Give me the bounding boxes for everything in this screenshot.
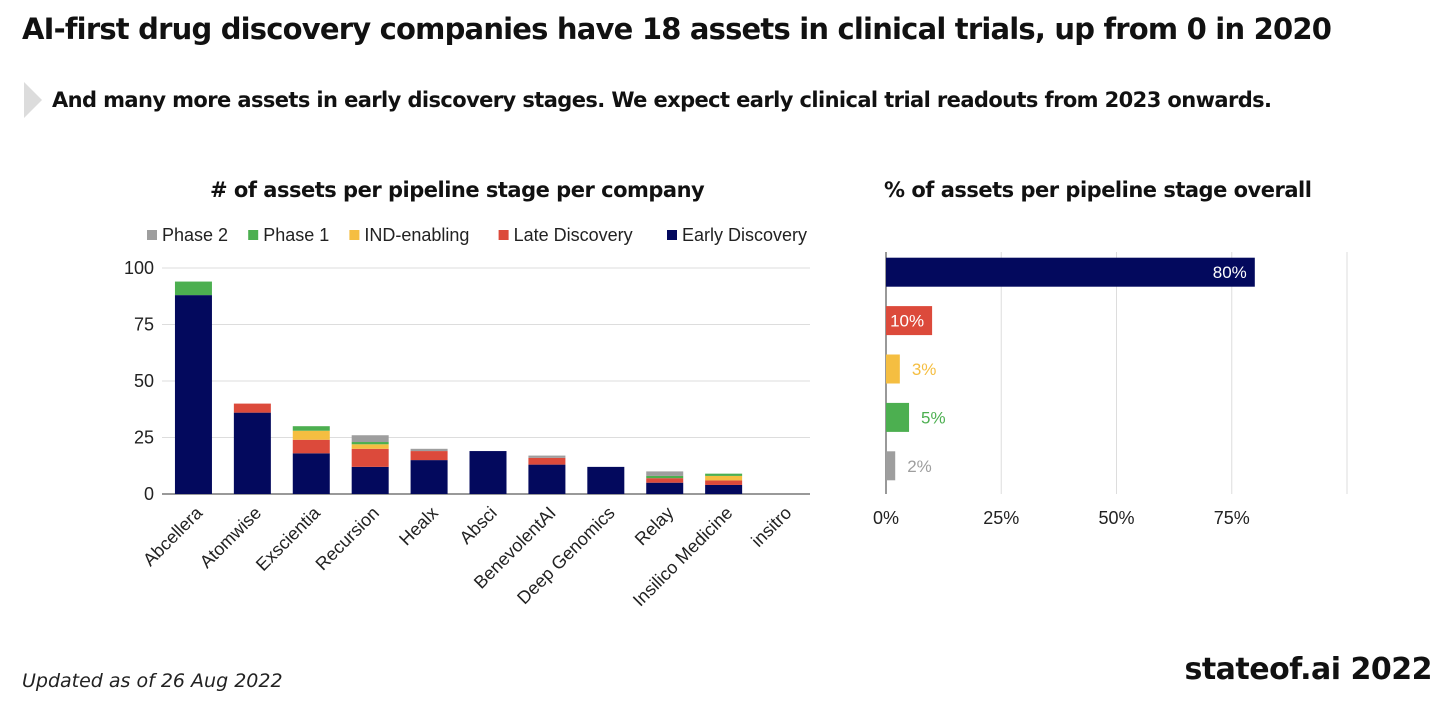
legend-label: IND-enabling — [364, 225, 469, 245]
left-x-tick-label: Exscientia — [252, 502, 325, 575]
stacked-bar-segment — [233, 403, 271, 413]
stacked-bar-segment — [705, 484, 743, 494]
percent-data-label: 10% — [890, 312, 924, 331]
page-subheadline: And many more assets in early discovery … — [24, 82, 1272, 118]
stacked-bar-segment — [410, 448, 448, 452]
legend-label: Late Discovery — [514, 225, 633, 245]
stacked-bar-segment — [410, 451, 448, 461]
horizontal-bar-chart: 0% 25% 50% 75% 80% 10% 3% 5% 2% — [873, 252, 1348, 528]
legend-label: Early Discovery — [682, 225, 807, 245]
stacked-bar-segment — [646, 478, 684, 483]
brand-label: stateof.ai 2022 — [1184, 652, 1432, 687]
stacked-bar-segment — [646, 475, 684, 479]
legend-swatch — [248, 230, 259, 240]
stacked-bar-segment — [587, 466, 625, 494]
left-x-tick-label: Recursion — [312, 503, 383, 574]
left-y-tick-label: 100 — [124, 258, 154, 278]
stacked-bar-segment — [292, 430, 330, 440]
stacked-bar-segment — [705, 475, 743, 481]
stacked-bar-segment — [646, 471, 684, 476]
left-y-tick-label: 25 — [134, 428, 154, 448]
stacked-bar-segment — [351, 435, 389, 443]
stacked-chart-title: # of assets per pipeline stage per compa… — [210, 178, 705, 202]
percent-data-label: 3% — [912, 360, 937, 379]
percent-bar — [886, 257, 1255, 287]
stacked-bar-segment — [174, 295, 212, 494]
percent-bar — [886, 306, 933, 336]
right-x-tick-label: 75% — [1214, 508, 1250, 528]
stacked-bar-segment — [646, 482, 684, 494]
right-x-tick-label: 0% — [873, 508, 899, 528]
right-x-tick-label: 50% — [1098, 508, 1134, 528]
left-x-tick-label: Absci — [456, 503, 501, 548]
left-x-tick-label: Insilico Medicine — [629, 503, 737, 611]
left-x-tick-label: insitro — [747, 503, 795, 551]
page-headline: AI-first drug discovery companies have 1… — [22, 12, 1332, 46]
stacked-bar-segment — [351, 444, 389, 449]
stacked-bar-segment — [528, 455, 566, 458]
left-y-tick-label: 0 — [144, 484, 154, 504]
left-y-tick-label: 75 — [134, 315, 154, 335]
percent-bar — [886, 402, 910, 432]
legend-label: Phase 2 — [162, 225, 228, 245]
legend-swatch — [349, 230, 360, 240]
legend-swatch — [147, 230, 157, 240]
legend-swatch — [498, 230, 509, 240]
left-x-tick-label: Healx — [395, 503, 442, 550]
legend-label: Phase 1 — [263, 225, 329, 245]
percent-data-label: 5% — [921, 408, 946, 427]
percent-data-label: 80% — [1213, 263, 1247, 282]
stacked-bar-segment — [528, 464, 566, 494]
right-x-tick-label: 25% — [983, 508, 1019, 528]
left-x-tick-label: Relay — [631, 503, 678, 550]
stacked-bar-segment — [528, 457, 566, 465]
percent-bar — [886, 451, 896, 481]
stacked-bar-segment — [233, 412, 271, 494]
legend-swatch — [667, 230, 677, 240]
stacked-bar-segment — [292, 426, 330, 431]
stacked-bar-segment — [705, 480, 743, 485]
stacked-bar-segment — [174, 281, 212, 296]
stacked-bar-segment — [410, 460, 448, 494]
stacked-bar-segment — [351, 466, 389, 494]
stacked-bar-segment — [292, 453, 330, 494]
chevron-right-icon — [24, 82, 42, 118]
left-y-tick-label: 50 — [134, 371, 154, 391]
updated-note: Updated as of 26 Aug 2022 — [22, 670, 283, 692]
stacked-bar-segment — [469, 451, 507, 494]
stacked-bar-segment — [292, 439, 330, 454]
percent-bar — [886, 354, 900, 384]
stacked-bar-segment — [705, 473, 743, 476]
stacked-bar-segment — [351, 442, 389, 445]
stacked-bar-segment — [351, 448, 389, 467]
stacked-bar-chart: 0 25 50 75 100 Phase 2 Phase 1 IND-enabling Late… — [124, 225, 810, 610]
percent-chart-title: % of assets per pipeline stage overall — [884, 178, 1312, 202]
subheadline-text: And many more assets in early discovery … — [52, 88, 1272, 112]
percent-data-label: 2% — [907, 457, 932, 476]
